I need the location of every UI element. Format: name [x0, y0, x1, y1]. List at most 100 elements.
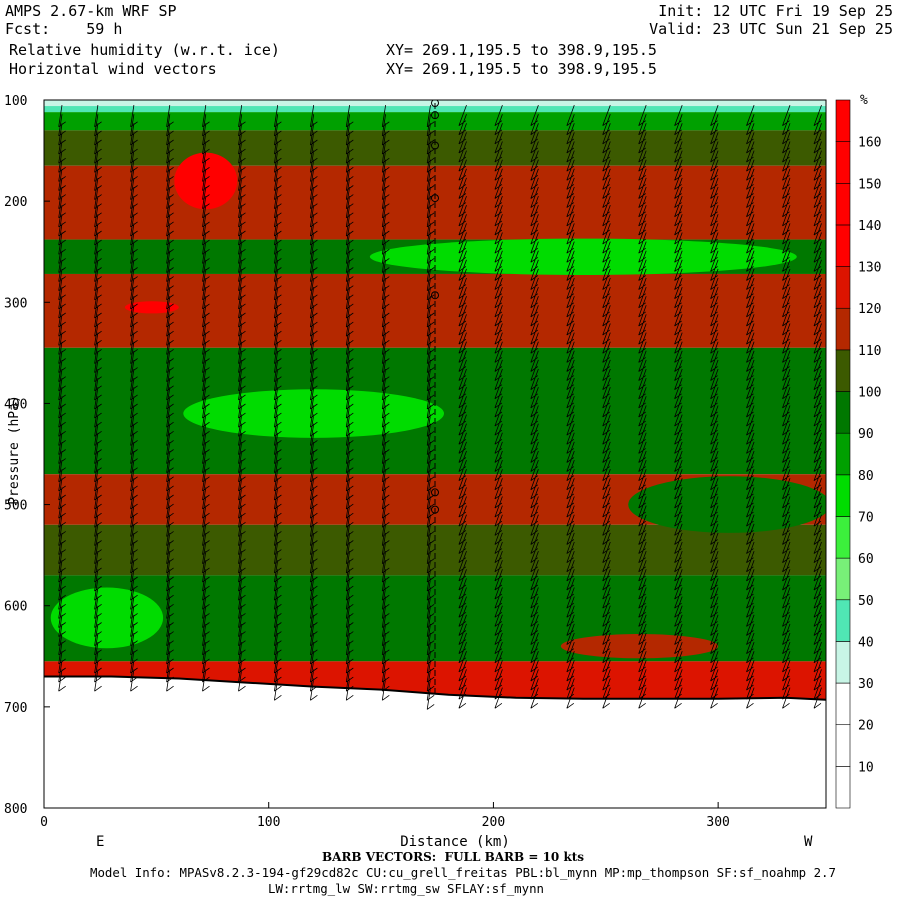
wind-barb-column-15: [602, 104, 611, 709]
rh-feature-5: [369, 238, 797, 275]
rh-feature-3: [628, 476, 826, 533]
colorbar-label-140: 140: [858, 219, 881, 234]
valid-time: Valid: 23 UTC Sun 21 Sep 25: [649, 20, 893, 38]
rh-feature-4: [560, 634, 719, 659]
colorbar-label-70: 70: [858, 510, 874, 525]
colorbar-swatch-10: [835, 349, 851, 392]
xy-coords-2: XY= 269.1,195.5 to 398.9,195.5: [386, 60, 657, 78]
colorbar-swatch-16: [835, 99, 851, 142]
wind-barb-column-7: [310, 105, 318, 701]
colorbar-swatch-9: [835, 391, 851, 434]
colorbar-label-60: 60: [858, 552, 874, 567]
x-tick-label-200: 200: [482, 815, 505, 830]
colorbar-swatch-15: [835, 141, 851, 184]
colorbar-swatch-13: [835, 224, 851, 267]
wind-barb-column-17: [674, 104, 683, 709]
wind-barb-column-13: [530, 104, 539, 709]
forecast-hour: Fcst: 59 h: [5, 20, 123, 38]
model-title: AMPS 2.67-km WRF SP: [5, 2, 177, 20]
colorbar-swatch-2: [835, 682, 851, 726]
colorbar-swatch-8: [835, 432, 851, 476]
colorbar-label-120: 120: [858, 302, 881, 317]
init-time: Init: 12 UTC Fri 19 Sep 25: [658, 2, 893, 20]
colorbar-label-150: 150: [858, 177, 881, 192]
calm-circle-5: [431, 488, 439, 497]
wind-barb-column-1: [94, 105, 102, 692]
colorbar-label-40: 40: [858, 635, 874, 650]
wind-barb-column-16: [638, 104, 647, 709]
colorbar-label-80: 80: [858, 469, 874, 484]
wind-barb-column-2: [130, 105, 138, 692]
colorbar-label-10: 10: [858, 760, 874, 775]
wind-barb-column-11: [458, 104, 467, 709]
wind-barb-column-14: [566, 104, 575, 709]
rh-feature-0: [174, 152, 238, 210]
y-tick-label-500: 500: [4, 499, 27, 514]
y-tick-label-100: 100: [4, 94, 27, 109]
y-tick-label-600: 600: [4, 600, 27, 615]
y-tick-label-400: 400: [4, 397, 27, 412]
xy-coords-1: XY= 269.1,195.5 to 398.9,195.5: [386, 41, 657, 59]
calm-circle-0: [431, 100, 439, 108]
wind-barb-column-21: [813, 104, 822, 709]
field-name-rh: Relative humidity (w.r.t. ice): [9, 41, 280, 59]
y-tick-label-200: 200: [4, 195, 27, 210]
barb-note: BARB VECTORS: FULL BARB = 10 kts: [322, 850, 585, 864]
wind-barb-column-8: [345, 105, 354, 701]
terrain-line: [44, 675, 826, 701]
wind-barb-column-9: [381, 105, 390, 701]
plot-frame: [43, 99, 827, 809]
y-tick-label-700: 700: [4, 701, 27, 716]
x-tick-label-0: 0: [40, 815, 48, 830]
colorbar-swatch-0: [835, 766, 851, 809]
wind-barb-column-6: [274, 105, 282, 701]
wind-barb-column-5: [238, 105, 246, 692]
calm-circle-4: [431, 291, 439, 300]
field-name-wind: Horizontal wind vectors: [9, 60, 217, 78]
wind-barb-column-4: [202, 105, 210, 692]
rh-field: [44, 100, 826, 808]
colorbar-label-100: 100: [858, 386, 881, 401]
colorbar-label-30: 30: [858, 677, 874, 692]
x-tick-label-100: 100: [257, 815, 280, 830]
terrain-fill: [44, 676, 826, 808]
colorbar-swatch-7: [835, 474, 851, 517]
colorbar-label-130: 130: [858, 261, 881, 276]
x-axis-label: Distance (km): [400, 834, 510, 850]
calm-circle-1: [431, 111, 439, 120]
wind-barb-column-10: [426, 105, 435, 710]
colorbar-swatch-14: [835, 182, 851, 226]
colorbar-label-110: 110: [858, 344, 881, 359]
colorbar-label-20: 20: [858, 719, 874, 734]
y-axis-label: Pressure (hPa): [7, 395, 22, 505]
colorbar-unit: %: [860, 93, 868, 108]
y-tick-label-300: 300: [4, 296, 27, 311]
x-end-label-west: W: [804, 834, 813, 850]
rh-feature-1: [183, 389, 444, 438]
wind-barb-column-19: [746, 104, 755, 709]
colorbar-label-50: 50: [858, 594, 874, 609]
x-tick-label-300: 300: [706, 815, 729, 830]
calm-circle-3: [431, 194, 439, 203]
rh-feature-6: [124, 301, 179, 314]
wind-barb-column-20: [782, 104, 791, 709]
colorbar-label-160: 160: [858, 136, 881, 151]
wind-barb-column-12: [494, 104, 503, 709]
colorbar-swatch-4: [835, 599, 851, 642]
rh-feature-2: [50, 587, 164, 649]
colorbar-swatch-1: [835, 724, 851, 767]
colorbar-swatch-5: [835, 557, 851, 601]
wind-barb-column-0: [58, 105, 66, 692]
calm-circle-6: [431, 505, 439, 514]
calm-circle-2: [431, 141, 439, 150]
model-info: Model Info: MPASv8.2.3-194-gf29cd82c CU:…: [90, 865, 836, 880]
colorbar-swatch-6: [835, 516, 851, 559]
model-info-2: LW:rrtmg_lw SW:rrtmg_sw SFLAY:sf_mynn: [268, 881, 545, 896]
colorbar-swatch-3: [835, 641, 851, 684]
colorbar-swatch-11: [835, 307, 851, 351]
wind-barb-column-3: [166, 105, 174, 692]
colorbar-swatch-12: [835, 266, 851, 309]
colorbar-label-90: 90: [858, 427, 874, 442]
wind-barb-column-18: [710, 104, 719, 709]
